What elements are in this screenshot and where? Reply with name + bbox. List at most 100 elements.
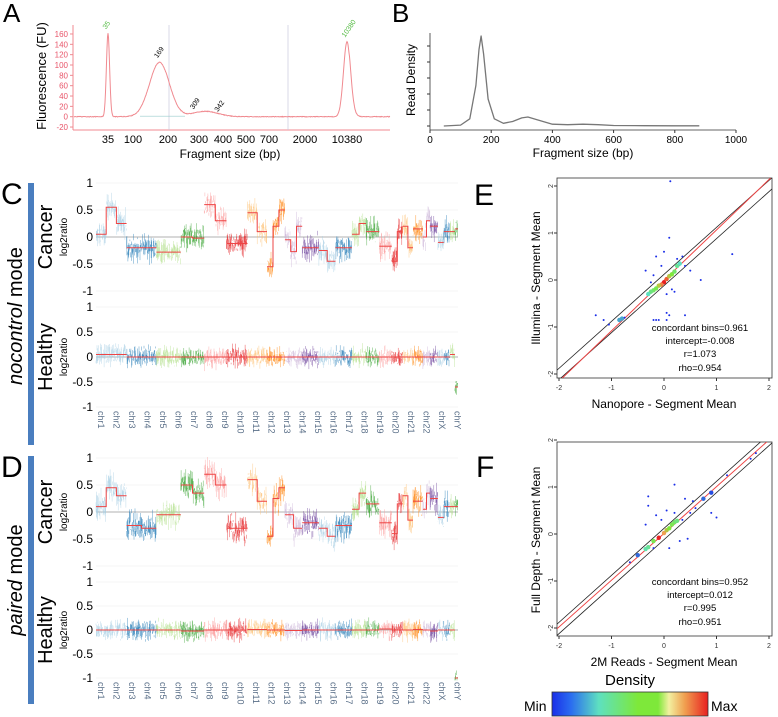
y-tick-label: -2 (548, 625, 555, 631)
log2ratio-bins (365, 215, 380, 246)
y-tick-label: 80 (59, 71, 68, 80)
chromosome-chr13 (351, 481, 367, 522)
data-point (684, 314, 686, 317)
log2ratio-bins (301, 508, 319, 539)
segment-line (352, 492, 367, 510)
log2ratio-bins (126, 233, 157, 265)
segment-line (247, 212, 267, 233)
chromosome-chr20 (429, 345, 438, 367)
data-point (686, 537, 689, 540)
peak-label: 10380 (341, 19, 358, 39)
chromosome-label: chr22 (422, 682, 432, 705)
x-tick-label: 2 (767, 643, 771, 650)
data-point (677, 261, 682, 266)
stat-rho: rho=0.954 (678, 363, 721, 374)
log2ratio-bins (443, 490, 450, 522)
chromosome-chr18 (412, 345, 423, 367)
data-point (672, 269, 677, 274)
data-point (647, 495, 650, 498)
data-point (665, 311, 668, 314)
chromosome-chr2 (126, 233, 157, 265)
log2ratio-bins (284, 211, 303, 268)
chromosome-chr3 (156, 344, 181, 368)
peak-label: 169 (153, 46, 165, 60)
data-point (660, 518, 663, 521)
log2ratio-bins (365, 617, 380, 639)
chromosome-label: chr15 (313, 682, 323, 705)
chromosome-chr12 (335, 618, 352, 640)
segment-line (391, 503, 403, 535)
y-tick-label: 160 (55, 30, 69, 39)
log2ratio-bins (301, 230, 319, 263)
row-label-cancer: Cancer (35, 479, 57, 544)
scatter-plots: -2 -1 0 1 2 2 1 0 -1 -2 -2 -1 0 1 2 2 1 0 -1 -2 (548, 177, 773, 650)
chromosome-chr13 (351, 213, 367, 247)
row-label-healthy: Healthy (35, 596, 57, 664)
chromosome-chr17 (402, 484, 413, 534)
chromosome-chr21 (437, 504, 444, 527)
stat-concordant: concordant bins=0.952 (652, 577, 748, 588)
chromosome-chrX (449, 494, 455, 519)
data-point (689, 511, 692, 514)
chromosome-chr21 (437, 619, 444, 641)
chromosome-chr22 (443, 215, 450, 244)
chromosome-chr12 (335, 512, 352, 544)
data-point (652, 547, 655, 550)
chromosome-label: chrY (453, 411, 463, 430)
chromosome-chr3 (156, 239, 181, 265)
chromosome-label: chr1 (96, 682, 106, 700)
data-point (660, 264, 663, 267)
y-tick-label: 0.5 (76, 599, 93, 613)
chromosome-chr19 (422, 346, 431, 369)
chromosome-chr11 (318, 346, 336, 368)
log2ratio-bins (449, 620, 455, 641)
chromosome-label: chr18 (360, 411, 370, 434)
y-tick-label: 0 (548, 278, 555, 282)
chromosome-chr4 (180, 223, 205, 253)
b-xlabel: Fragment size (bp) (533, 146, 634, 160)
log2ratio-bins (284, 621, 303, 642)
chromosome-label: chr20 (391, 411, 401, 434)
stat-rho: rho=0.951 (678, 617, 721, 628)
data-point (628, 561, 631, 564)
chromosome-chr16 (391, 347, 403, 366)
segment-line (180, 484, 205, 494)
chromosome-chr5 (203, 192, 227, 236)
peak-label: 309 (189, 97, 201, 111)
log2ratio-bins (284, 501, 303, 547)
y-tick-label: 1 (86, 451, 93, 465)
f-xlabel: 2M Reads - Segment Mean (591, 655, 738, 669)
segment-line (247, 479, 267, 502)
panel-label-b: B (392, 0, 409, 28)
log2ratio-bins (365, 485, 380, 519)
segment-line (318, 250, 336, 262)
data-point (678, 540, 681, 543)
chromosome-chr1 (95, 192, 127, 247)
y-tick-label: 1 (86, 176, 93, 190)
chromosome-chr4 (180, 347, 205, 368)
chromosome-chr14 (365, 485, 380, 519)
data-point (635, 552, 640, 558)
scatter-E: -2 -1 0 1 2 2 1 0 -1 -2 (548, 177, 773, 392)
chromosome-chrX (449, 343, 455, 367)
data-point (655, 255, 658, 258)
chromosome-label: chr12 (267, 411, 277, 434)
row-ylabel: log2ratio (59, 610, 70, 649)
chromosome-chrY (454, 381, 458, 395)
chromosome-chr11 (318, 617, 336, 642)
chromosome-label: chr21 (406, 682, 416, 705)
chromosome-chr9 (284, 501, 303, 547)
data-point (664, 276, 669, 282)
row-ylabel: log2ratio (59, 492, 70, 531)
data-point (673, 511, 676, 514)
chromosome-chr16 (391, 493, 403, 551)
chromosome-label: chr19 (375, 682, 385, 705)
data-point (665, 293, 668, 296)
chromosome-chr10 (301, 230, 319, 263)
chromosome-chrY (454, 496, 458, 517)
chromosome-chr17 (402, 347, 413, 366)
chromosome-label: chr11 (251, 682, 261, 704)
y-tick-label: 0 (86, 623, 93, 637)
x-tick-label: 0 (662, 385, 666, 392)
